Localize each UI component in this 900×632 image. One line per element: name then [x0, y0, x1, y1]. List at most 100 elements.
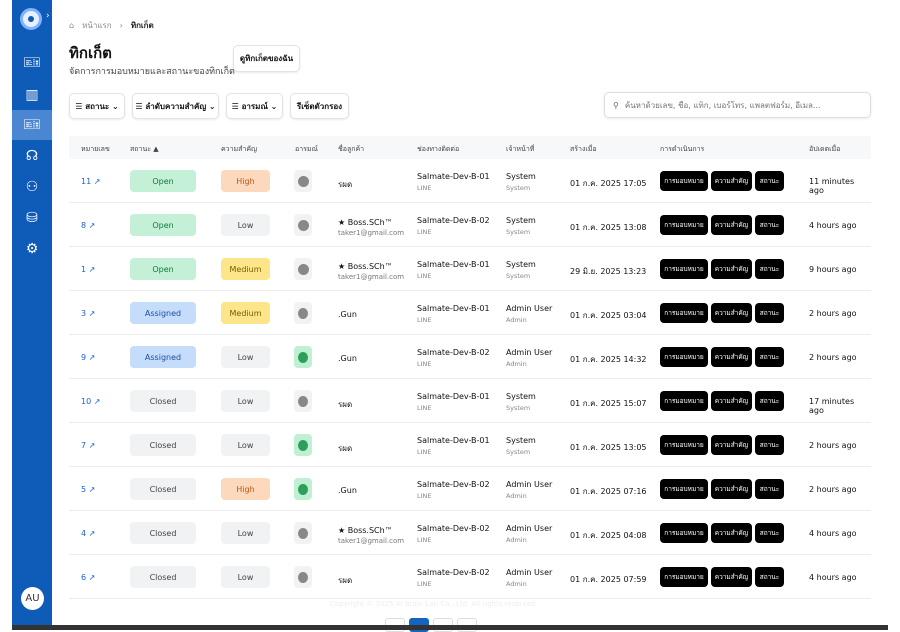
priority-button[interactable]: ความสำคัญ — [711, 303, 752, 323]
column-header[interactable]: สถานะ ▲ — [130, 145, 159, 153]
ticket-id[interactable]: 11 — [81, 177, 92, 186]
ticket-id-link[interactable]: 6 ↗ — [81, 573, 95, 582]
status-button[interactable]: สถานะ — [755, 215, 784, 235]
status-button[interactable]: สถานะ — [755, 391, 784, 411]
column-header[interactable]: อัปเดตเมื่อ — [809, 145, 841, 153]
status-button[interactable]: สถานะ — [755, 567, 784, 587]
external-link-icon[interactable]: ↗ — [88, 221, 96, 230]
table-row[interactable]: 7 ↗ Closed Low รผด Salmate-Dev-B-01 LINE … — [69, 423, 871, 467]
search-input[interactable] — [624, 100, 855, 110]
search-box[interactable]: ⚲ — [604, 92, 871, 118]
table-row[interactable]: 10 ↗ Closed Low รผด Salmate-Dev-B-01 LINE… — [69, 379, 871, 423]
priority-button[interactable]: ความสำคัญ — [711, 567, 752, 587]
priority-button[interactable]: ความสำคัญ — [711, 391, 752, 411]
status-button[interactable]: สถานะ — [755, 435, 784, 455]
table-row[interactable]: 8 ↗ Open Low ★ Boss.SCh™ taker1@gmail.com… — [69, 203, 871, 247]
sidebar-item-users-icon[interactable]: ⚇ — [25, 179, 39, 195]
assign-button[interactable]: การมอบหมาย — [660, 347, 708, 367]
ticket-id-link[interactable]: 9 ↗ — [81, 353, 95, 362]
sidebar-item-settings-icon[interactable]: ⚙ — [25, 241, 39, 257]
ticket-id-link[interactable]: 1 ↗ — [81, 265, 95, 274]
external-link-icon[interactable]: ↗ — [88, 353, 96, 362]
ticket-id[interactable]: 5 — [81, 485, 87, 494]
external-link-icon[interactable]: ↗ — [88, 265, 96, 274]
external-link-icon[interactable]: ↗ — [88, 309, 96, 318]
status-button[interactable]: สถานะ — [755, 523, 784, 543]
external-link-icon[interactable]: ↗ — [93, 397, 101, 406]
table-row[interactable]: 9 ↗ Assigned Low .Gun Salmate-Dev-B-02 LI… — [69, 335, 871, 379]
status-button[interactable]: สถานะ — [755, 347, 784, 367]
sidebar-item-tickets-icon[interactable]: 🎫︎ — [23, 55, 41, 71]
table-row[interactable]: 11 ↗ Open High รผด Salmate-Dev-B-01 LINE … — [69, 159, 871, 203]
external-link-icon[interactable]: ↗ — [88, 441, 96, 450]
column-header[interactable]: ช่องทางติดต่อ — [417, 145, 460, 153]
status-button[interactable]: สถานะ — [755, 259, 784, 279]
my-tickets-button[interactable]: ดูทิกเก็ตของฉัน — [233, 45, 300, 72]
priority-button[interactable]: ความสำคัญ — [711, 523, 752, 543]
ticket-id-link[interactable]: 10 ↗ — [81, 397, 100, 406]
assign-button[interactable]: การมอบหมาย — [660, 523, 708, 543]
status-button[interactable]: สถานะ — [755, 303, 784, 323]
column-header[interactable]: การดำเนินการ — [660, 145, 705, 153]
priority-button[interactable]: ความสำคัญ — [711, 435, 752, 455]
expand-chevron-icon[interactable]: › — [46, 11, 50, 21]
ticket-id[interactable]: 9 — [81, 353, 87, 362]
ticket-id[interactable]: 6 — [81, 573, 87, 582]
priority-button[interactable]: ความสำคัญ — [711, 259, 752, 279]
ticket-id-link[interactable]: 5 ↗ — [81, 485, 95, 494]
assign-button[interactable]: การมอบหมาย — [660, 567, 708, 587]
assign-button[interactable]: การมอบหมาย — [660, 479, 708, 499]
ticket-id[interactable]: 1 — [81, 265, 87, 274]
logo[interactable] — [20, 8, 42, 30]
priority-button[interactable]: ความสำคัญ — [711, 479, 752, 499]
column-header[interactable]: เจ้าหน้าที่ — [506, 145, 535, 153]
table-row[interactable]: 1 ↗ Open Medium ★ Boss.SCh™ taker1@gmail.… — [69, 247, 871, 291]
status-filter-button[interactable]: ☰ สถานะ ⌄ — [69, 93, 125, 119]
priority-button[interactable]: ความสำคัญ — [711, 347, 752, 367]
assign-button[interactable]: การมอบหมาย — [660, 435, 708, 455]
assign-button[interactable]: การมอบหมาย — [660, 259, 708, 279]
table-row[interactable]: 3 ↗ Assigned Medium .Gun Salmate-Dev-B-0… — [69, 291, 871, 335]
external-link-icon[interactable]: ↗ — [88, 485, 96, 494]
column-header[interactable]: สร้างเมื่อ — [570, 145, 597, 153]
external-link-icon[interactable]: ↗ — [88, 529, 96, 538]
ticket-id[interactable]: 10 — [81, 397, 92, 406]
avatar[interactable]: AU — [21, 587, 44, 610]
table-row[interactable]: 5 ↗ Closed High .Gun Salmate-Dev-B-02 LIN… — [69, 467, 871, 511]
sidebar-item-chart-icon[interactable]: ▥ — [25, 87, 39, 103]
status-button[interactable]: สถานะ — [755, 171, 784, 191]
column-header[interactable]: ชื่อลูกค้า — [338, 145, 365, 153]
emotion-filter-button[interactable]: ☰ อารมณ์ ⌄ — [226, 93, 283, 119]
ticket-id[interactable]: 3 — [81, 309, 87, 318]
ticket-id[interactable]: 8 — [81, 221, 87, 230]
external-link-icon[interactable]: ↗ — [88, 573, 96, 582]
ticket-id[interactable]: 7 — [81, 441, 87, 450]
home-icon[interactable]: ⌂ — [69, 21, 75, 30]
status-button[interactable]: สถานะ — [755, 479, 784, 499]
column-header[interactable]: อารมณ์ — [295, 145, 319, 153]
assign-button[interactable]: การมอบหมาย — [660, 215, 708, 235]
assign-button[interactable]: การมอบหมาย — [660, 303, 708, 323]
external-link-icon[interactable]: ↗ — [93, 177, 101, 186]
ticket-id[interactable]: 4 — [81, 529, 87, 538]
ticket-id-link[interactable]: 4 ↗ — [81, 529, 95, 538]
agent-name: System — [506, 436, 536, 445]
breadcrumb-home[interactable]: หน้าแรก — [82, 21, 112, 30]
table-row[interactable]: 4 ↗ Closed Low ★ Boss.SCh™ taker1@gmail.c… — [69, 511, 871, 555]
priority-button[interactable]: ความสำคัญ — [711, 171, 752, 191]
priority-filter-button[interactable]: ☰ ลำดับความสำคัญ ⌄ — [132, 93, 219, 119]
priority-button[interactable]: ความสำคัญ — [711, 215, 752, 235]
sidebar-item-database-settings-icon[interactable]: ⛁ — [26, 210, 38, 226]
column-header[interactable]: ความสำคัญ — [221, 145, 258, 153]
ticket-id-link[interactable]: 7 ↗ — [81, 441, 95, 450]
column-header[interactable]: หมายเลข — [81, 145, 110, 153]
assign-button[interactable]: การมอบหมาย — [660, 391, 708, 411]
ticket-id-link[interactable]: 3 ↗ — [81, 309, 95, 318]
table-row[interactable]: 6 ↗ Closed Low รผด Salmate-Dev-B-02 LINE … — [69, 555, 871, 599]
reset-filters-button[interactable]: รีเซ็ตตัวกรอง — [290, 93, 349, 119]
ticket-id-link[interactable]: 8 ↗ — [81, 221, 95, 230]
sidebar-item-ticket-active-icon[interactable]: 🎫︎ — [12, 110, 52, 140]
assign-button[interactable]: การมอบหมาย — [660, 171, 708, 191]
sidebar-item-agent-icon[interactable]: ☊ — [25, 148, 39, 164]
ticket-id-link[interactable]: 11 ↗ — [81, 177, 100, 186]
